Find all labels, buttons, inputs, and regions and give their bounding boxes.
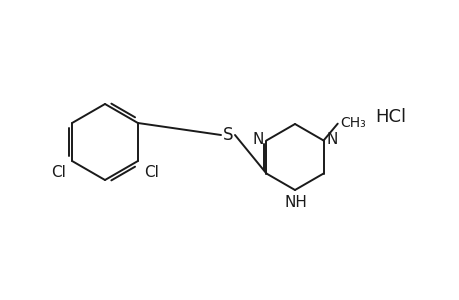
Text: N: N <box>252 132 263 147</box>
Text: S: S <box>222 126 233 144</box>
Text: HCl: HCl <box>374 108 405 126</box>
Text: Cl: Cl <box>51 165 66 180</box>
Text: Cl: Cl <box>144 165 158 180</box>
Text: NH: NH <box>284 195 307 210</box>
Text: N: N <box>326 132 337 147</box>
Text: CH₃: CH₃ <box>340 116 366 130</box>
